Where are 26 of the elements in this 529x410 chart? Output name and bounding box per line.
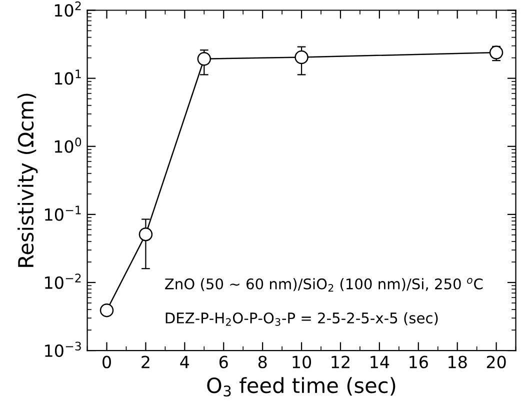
x-axis-title: O$_{3}$ feed time (sec): [207, 377, 396, 397]
point: [197, 52, 212, 66]
y-tick-label: 10$^{−1}$: [45, 206, 81, 221]
x-tick-label: 8: [258, 356, 267, 368]
annotation: DEZ-P-H$_{2}$O-P-O$_{3}$-P = 2-5-2-5-x-5 (sec): [166, 312, 438, 326]
y-tick-label: 10$^{−3}$: [45, 342, 81, 357]
y-axis-title: Resistivity (Ωcm): [18, 94, 38, 267]
point: [138, 227, 153, 242]
y-tick-label: 10$^{2}$: [54, 1, 81, 17]
x-tick-label: 4: [180, 356, 190, 368]
x-tick-label: 2: [142, 356, 150, 368]
x-tick-label: 14: [370, 356, 390, 368]
y-tick-label: 10$^{−2}$: [45, 274, 81, 289]
x-tick-label: 12: [332, 356, 350, 368]
x-tick-label: 6: [219, 356, 228, 368]
x-tick-label: 16: [410, 356, 428, 368]
x-tick-label: 0: [102, 356, 111, 368]
annotation: ZnO (50 ~ 60 nm)/SiO$_{2}$ (100 nm)/Si, 250 $^{o}$C: [165, 278, 483, 292]
y-tick-label: 10$^{1}$: [54, 70, 81, 85]
point: [489, 46, 504, 60]
x-tick-label: 10: [292, 356, 312, 368]
x-tick-label: 18: [448, 356, 467, 368]
y-tick-label: 10$^{0}$: [54, 138, 82, 153]
point: [100, 303, 114, 318]
point: [294, 50, 308, 64]
x-tick-label: 20: [486, 356, 506, 368]
